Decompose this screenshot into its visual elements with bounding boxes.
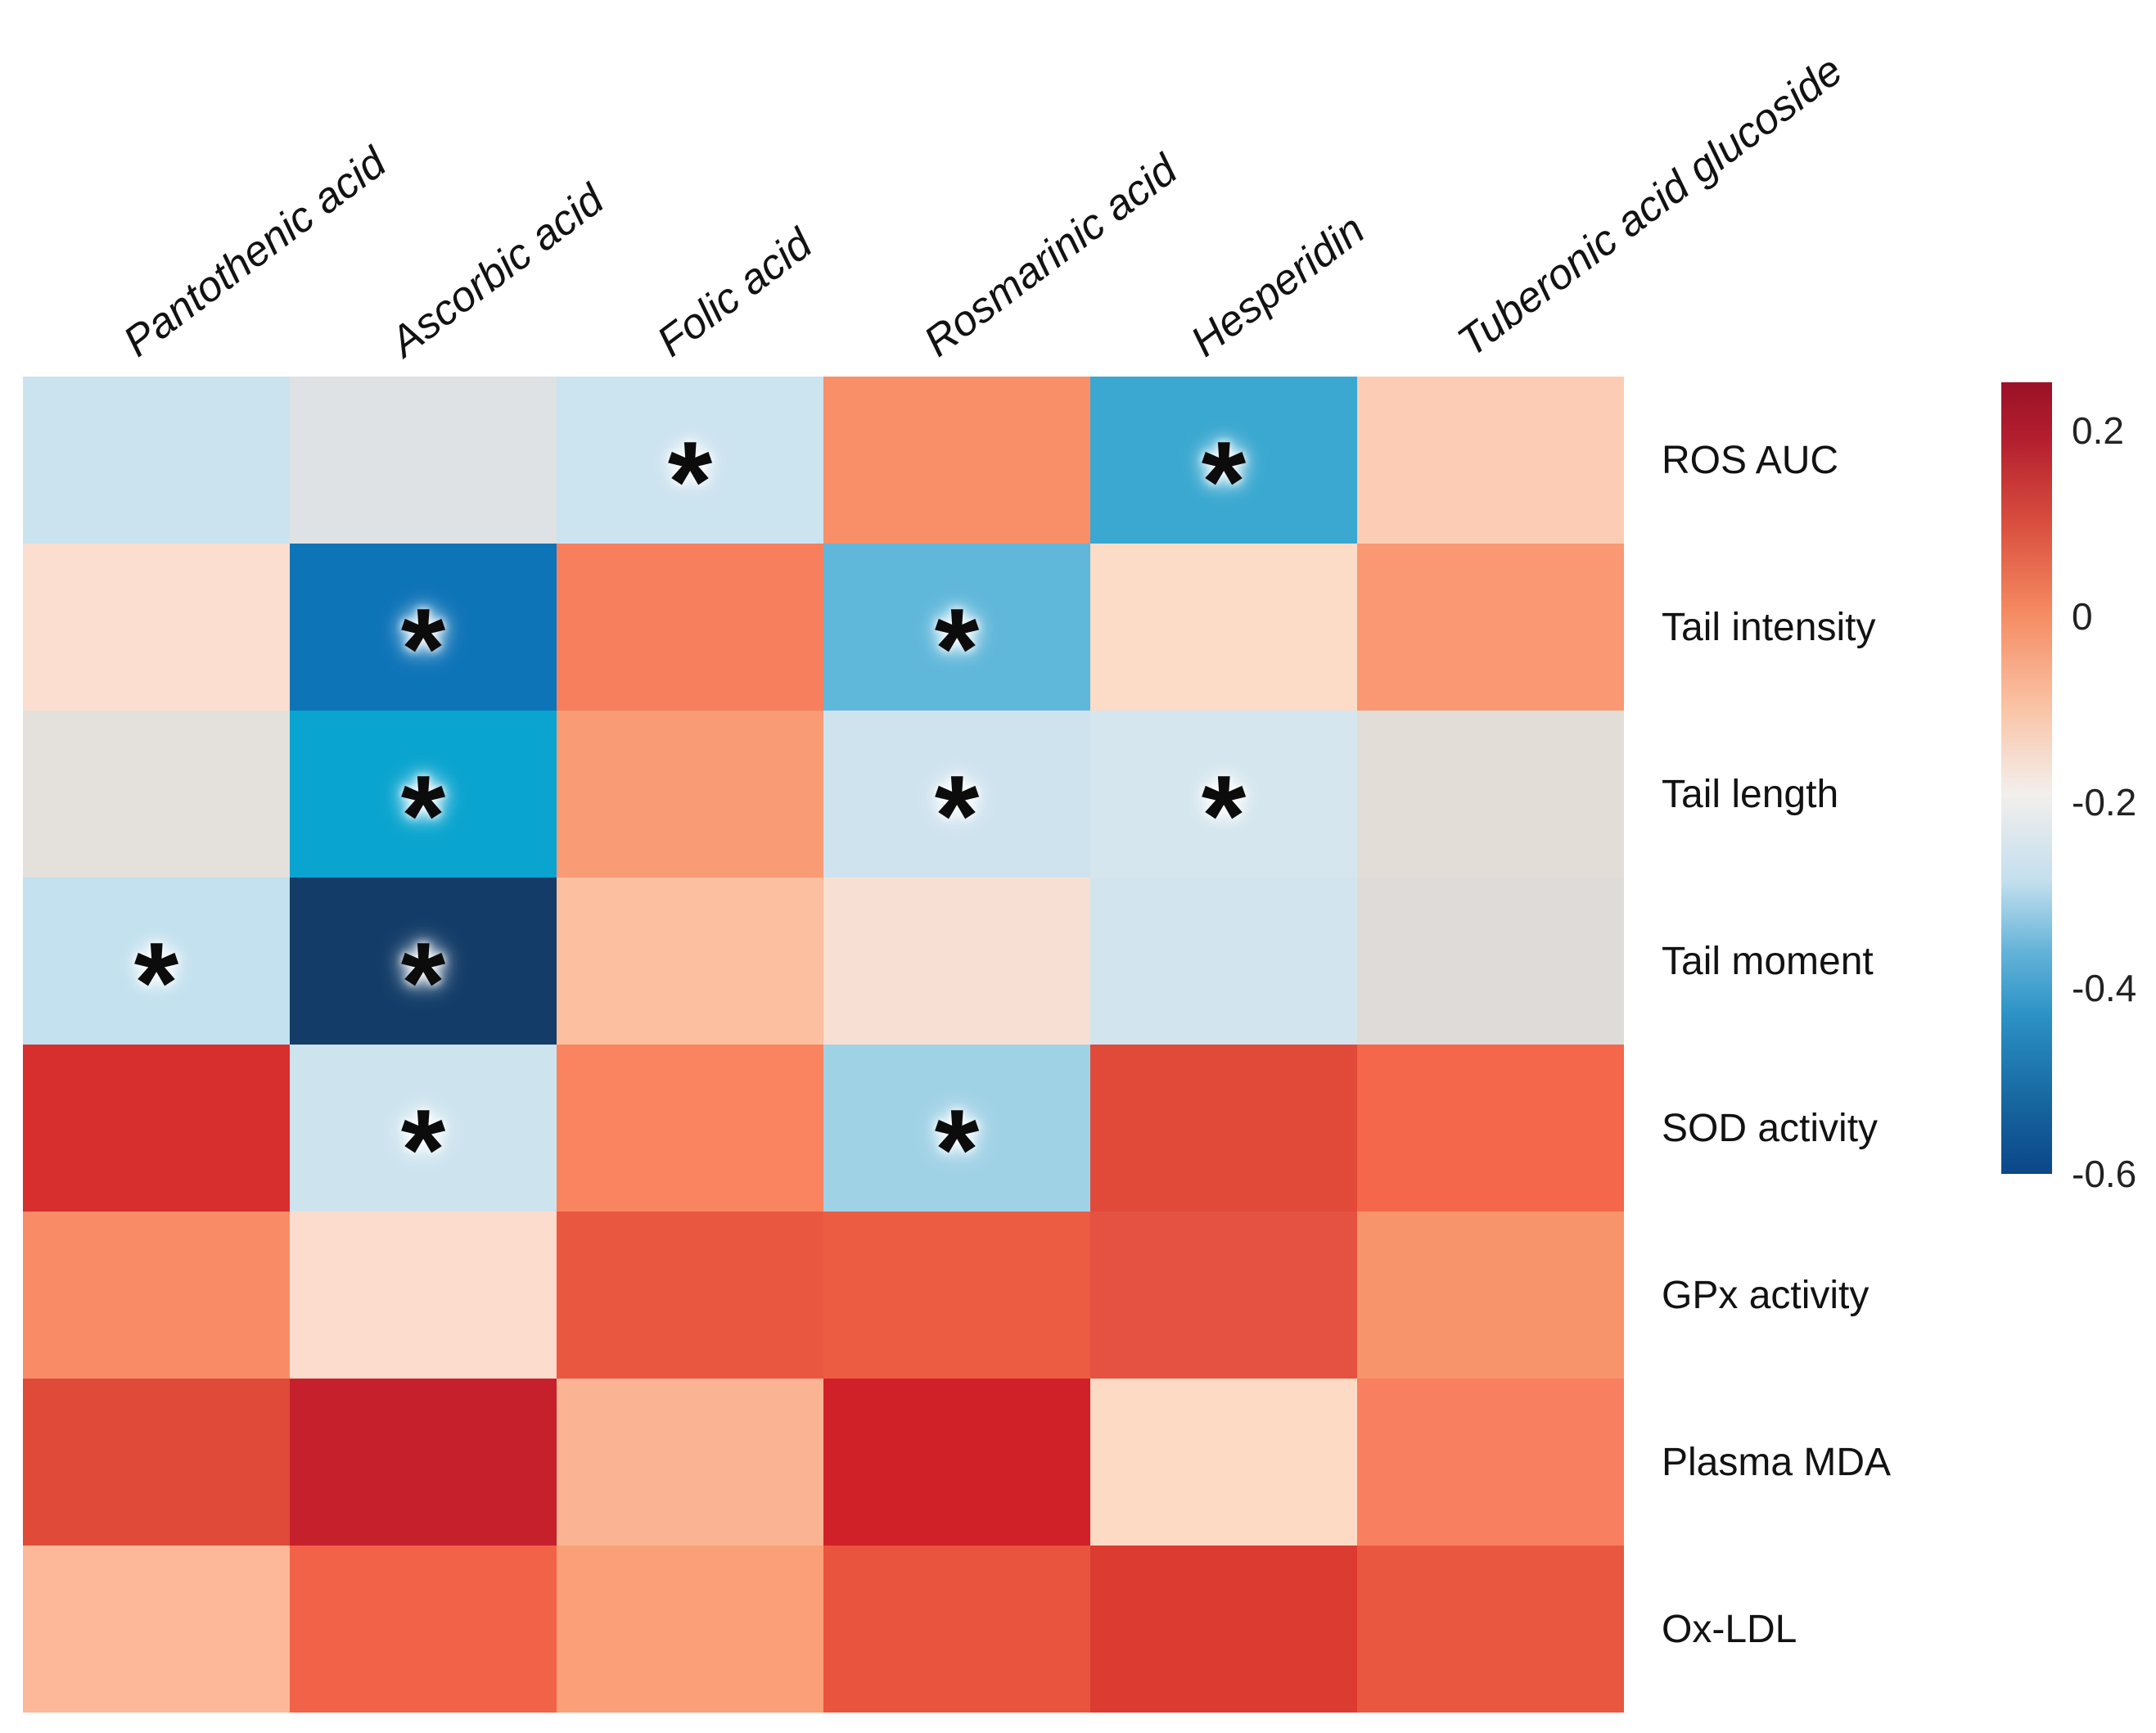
heatmap-cell	[823, 1546, 1090, 1713]
heatmap-cell	[23, 377, 290, 544]
significance-asterisk: *	[934, 584, 980, 713]
significance-asterisk: *	[667, 417, 713, 546]
heatmap-cell	[23, 1546, 290, 1713]
heatmap-cell	[823, 1212, 1090, 1379]
colorbar: 0.2 0 -0.2 -0.4 -0.6	[2001, 382, 2136, 1195]
heatmap-cell	[290, 377, 557, 544]
heatmap-cell	[557, 1212, 823, 1379]
significance-asterisk: *	[1201, 751, 1247, 880]
colorbar-tick-label: -0.6	[2072, 1153, 2137, 1195]
heatmap-cell	[557, 1379, 823, 1546]
significance-asterisk: *	[400, 751, 446, 880]
row-label: Tail length	[1662, 772, 1839, 816]
row-label: GPx activity	[1662, 1273, 1870, 1317]
heatmap-cell	[1357, 1379, 1624, 1546]
colorbar-gradient	[2001, 382, 2052, 1174]
heatmap-cell	[1090, 1546, 1357, 1713]
row-label: Tail intensity	[1662, 605, 1876, 649]
heatmap-cell	[1357, 544, 1624, 711]
heatmap-cell	[23, 711, 290, 878]
colorbar-tick-label: 0	[2072, 595, 2093, 638]
heatmap-cell	[1090, 1212, 1357, 1379]
heatmap-cell	[290, 1546, 557, 1713]
heatmap-cell: *	[290, 544, 557, 711]
heatmap-cell	[1357, 1546, 1624, 1713]
column-label: Rosmarinic acid	[915, 146, 1186, 367]
heatmap-cell	[23, 544, 290, 711]
heatmap-cell: *	[823, 544, 1090, 711]
column-label: Pantothenic acid	[115, 138, 395, 367]
colorbar-tick-label: -0.4	[2072, 967, 2137, 1009]
colorbar-tick-label: 0.2	[2072, 409, 2124, 453]
heatmap-cell	[823, 1379, 1090, 1546]
heatmap-grid: * * * * * * * * * * *	[23, 377, 1624, 1713]
colorbar-tick-label: -0.2	[2072, 781, 2137, 824]
heatmap-cell: *	[290, 1045, 557, 1212]
heatmap-cell	[1357, 1045, 1624, 1212]
heatmap-cell	[823, 377, 1090, 544]
significance-asterisk: *	[400, 918, 446, 1047]
heatmap-cell	[290, 1379, 557, 1546]
heatmap-cell	[557, 878, 823, 1045]
heatmap-cell	[1090, 878, 1357, 1045]
heatmap-cell	[557, 544, 823, 711]
heatmap-cell	[1357, 1212, 1624, 1379]
heatmap-cell	[557, 1045, 823, 1212]
heatmap-cell	[557, 1546, 823, 1713]
row-label: Plasma MDA	[1662, 1440, 1892, 1484]
heatmap-cell	[823, 878, 1090, 1045]
heatmap-cell	[1090, 544, 1357, 711]
heatmap-cell: *	[290, 711, 557, 878]
significance-asterisk: *	[934, 751, 980, 880]
heatmap-cell	[1357, 377, 1624, 544]
heatmap-cell	[23, 1045, 290, 1212]
significance-asterisk: *	[934, 1085, 980, 1214]
heatmap-cell: *	[557, 377, 823, 544]
heatmap-cell	[1090, 1045, 1357, 1212]
heatmap-cell	[1090, 1379, 1357, 1546]
heatmap-cell: *	[290, 878, 557, 1045]
column-label: Folic acid	[648, 219, 821, 367]
row-label: Tail moment	[1662, 939, 1874, 983]
heatmap-cell	[1357, 878, 1624, 1045]
significance-asterisk: *	[400, 584, 446, 713]
heatmap-cell: *	[1090, 377, 1357, 544]
significance-asterisk: *	[133, 918, 179, 1047]
heatmap-cell: *	[823, 1045, 1090, 1212]
heatmap-cell	[23, 1379, 290, 1546]
heatmap-cell: *	[823, 711, 1090, 878]
column-label: Hesperidin	[1182, 205, 1373, 367]
heatmap-cell	[23, 1212, 290, 1379]
heatmap-cell	[1357, 711, 1624, 878]
heatmap-cell	[290, 1212, 557, 1379]
heatmap-cell	[557, 711, 823, 878]
heatmap-cell: *	[23, 878, 290, 1045]
significance-asterisk: *	[400, 1085, 446, 1214]
row-label: Ox-LDL	[1662, 1607, 1797, 1651]
column-label: Tuberonic acid glucoside	[1449, 47, 1852, 367]
column-label: Ascorbic acid	[381, 175, 613, 367]
row-label: SOD activity	[1662, 1106, 1879, 1150]
heatmap-cell: *	[1090, 711, 1357, 878]
significance-asterisk: *	[1201, 417, 1247, 546]
row-label: ROS AUC	[1662, 438, 1839, 482]
